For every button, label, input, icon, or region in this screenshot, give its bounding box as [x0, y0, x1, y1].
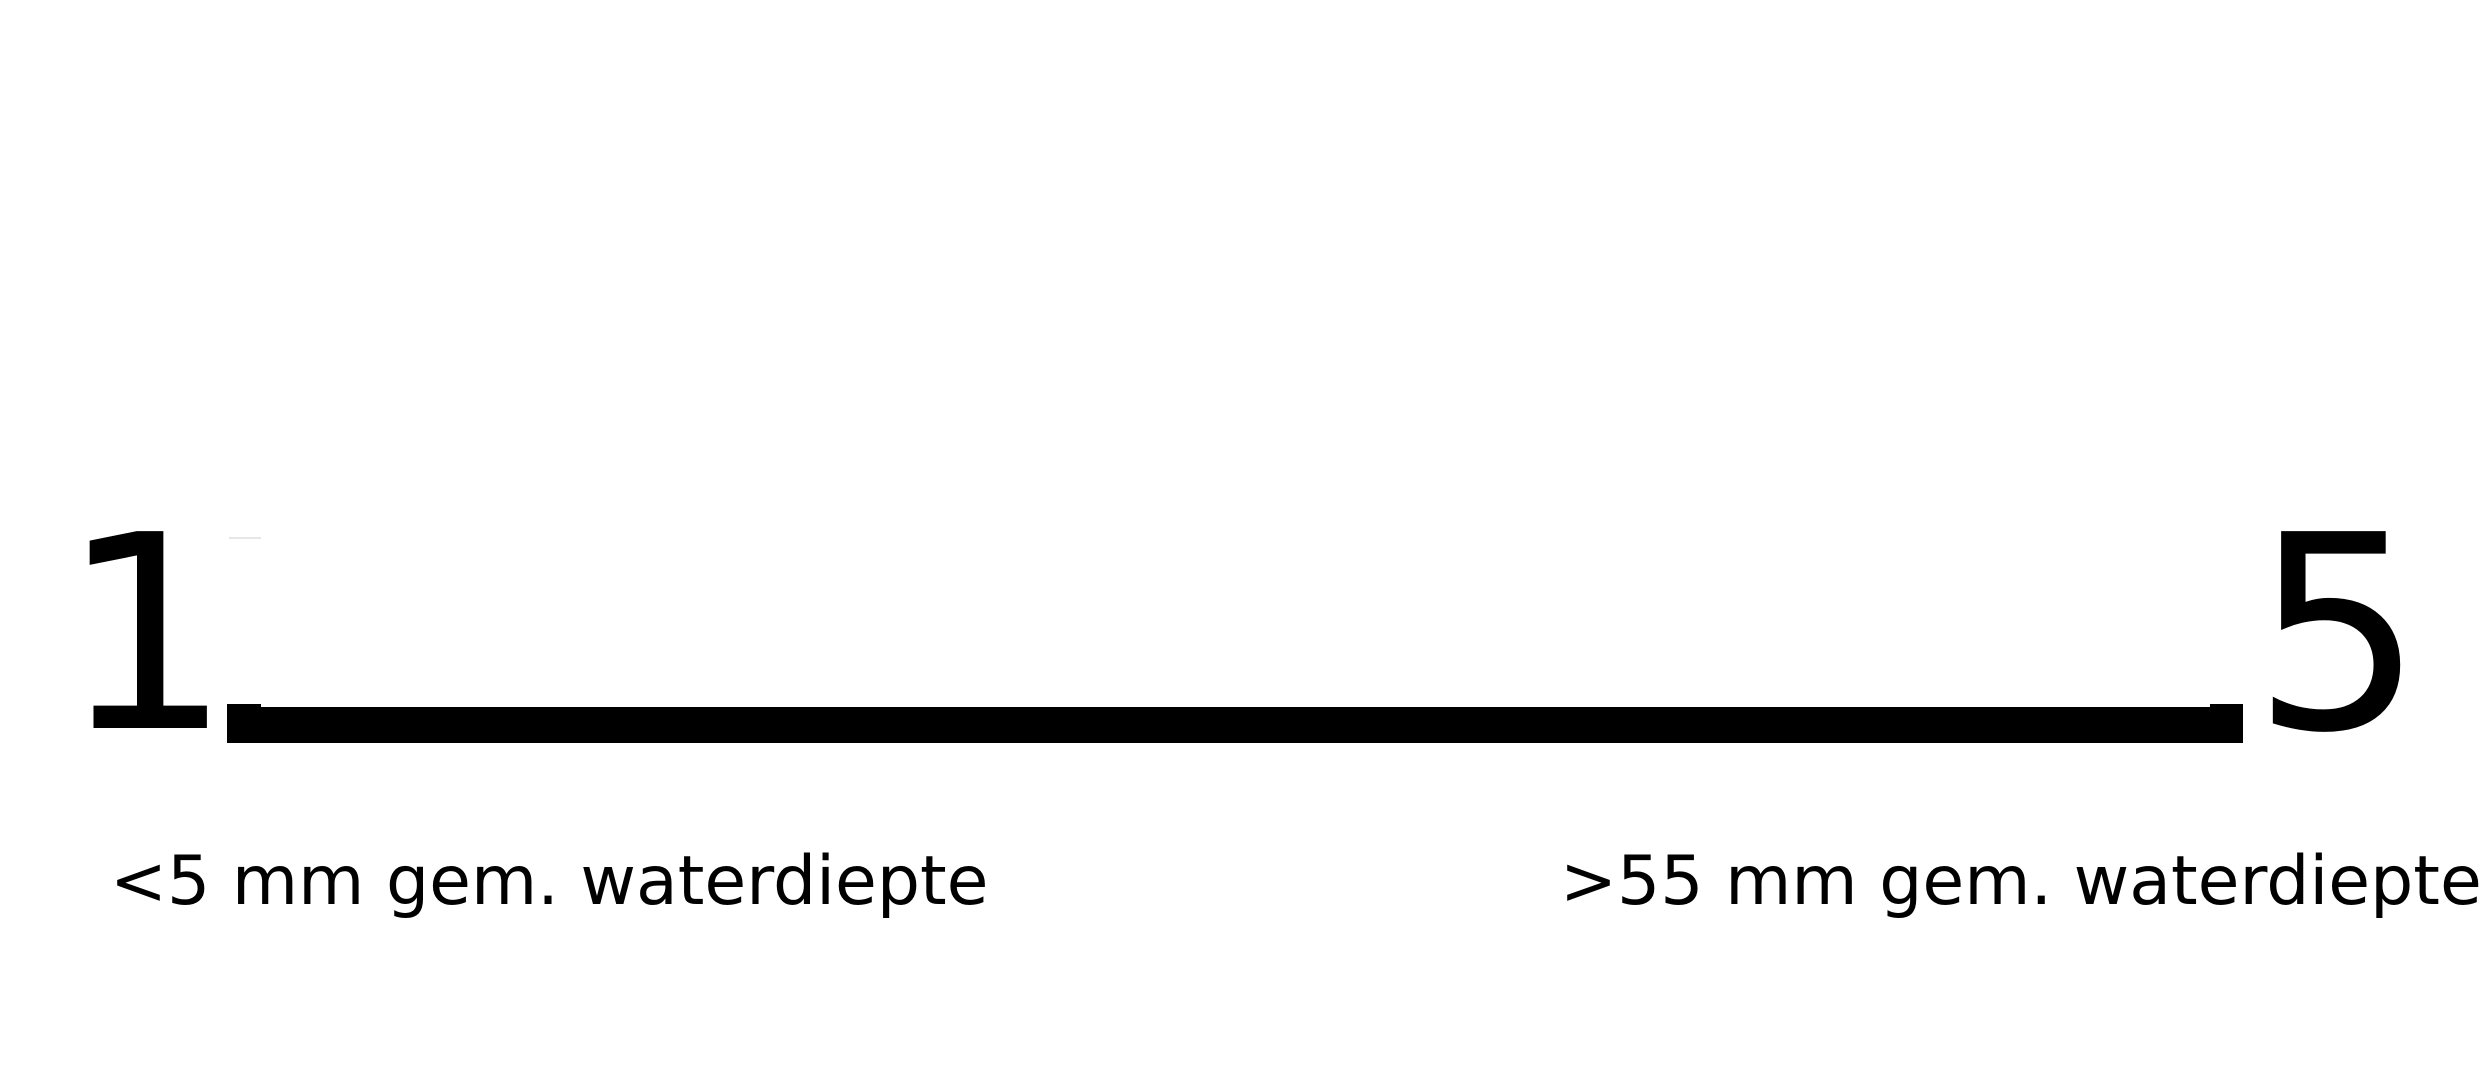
scale-bar: [227, 707, 2243, 743]
scale-min-number: 1: [60, 477, 232, 792]
scale-max-number: 5: [2252, 477, 2424, 792]
scale-max-caption: >55 mm gem. waterdiepte: [1560, 842, 2480, 921]
scale-min-caption: <5 mm gem. waterdiepte: [110, 842, 989, 921]
scale-tick-mark: [229, 537, 261, 539]
scale-bar-right-cap: [2210, 704, 2243, 712]
